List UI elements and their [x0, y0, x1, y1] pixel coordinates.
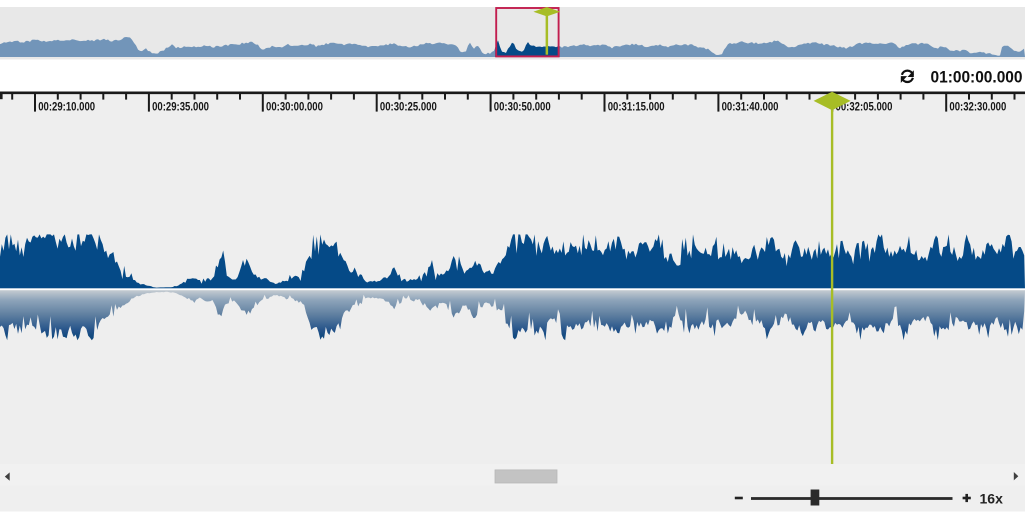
svg-text:00:30:25.000: 00:30:25.000: [380, 101, 437, 113]
svg-text:00:31:40.000: 00:31:40.000: [722, 101, 779, 113]
svg-text:00:32:30.000: 00:32:30.000: [949, 101, 1006, 113]
svg-text:00:29:35.000: 00:29:35.000: [152, 101, 209, 113]
svg-text:00:30:00.000: 00:30:00.000: [266, 101, 323, 113]
svg-text:16x: 16x: [980, 491, 1004, 507]
svg-text:01:00:00.000: 01:00:00.000: [931, 69, 1023, 87]
svg-text:00:29:10.000: 00:29:10.000: [38, 101, 95, 113]
svg-text:00:30:50.000: 00:30:50.000: [494, 101, 551, 113]
svg-text:00:31:15.000: 00:31:15.000: [608, 101, 665, 113]
svg-text:00:32:05.000: 00:32:05.000: [836, 101, 893, 113]
